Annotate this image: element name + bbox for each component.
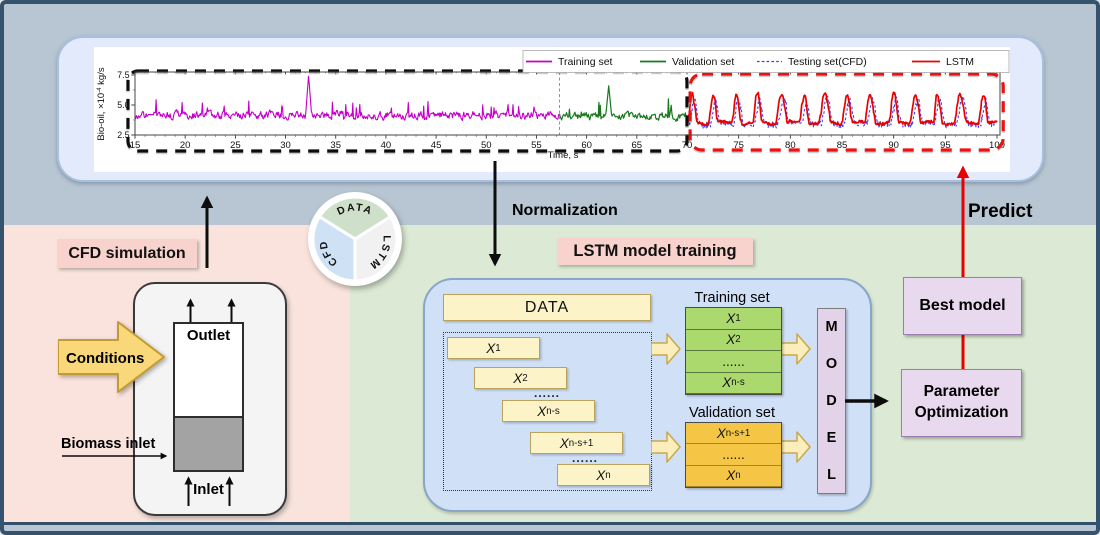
legend-label-lstm: LSTM — [946, 56, 974, 68]
training-row: ...... — [686, 351, 781, 373]
bio-oil-chart: 15 20 25 30 35 40 45 50 55 60 65 70 75 80 85 90 95 1002.5… — [96, 50, 1010, 161]
svg-text:75: 75 — [733, 140, 744, 151]
best-model-label: Best model — [919, 297, 1006, 314]
svg-text:25: 25 — [230, 140, 241, 151]
optimization-label: Optimization — [914, 404, 1009, 421]
biomass-bed — [175, 416, 242, 470]
best-model-box: Best model — [903, 277, 1022, 335]
bottom-divider — [0, 522, 1100, 525]
svg-text:80: 80 — [785, 140, 796, 151]
timeseries-panel: 15 20 25 30 35 40 45 50 55 60 65 70 75 80 85 90 95 100 2.5… — [57, 36, 1044, 182]
timeseries-plot: 15 20 25 30 35 40 45 50 55 60 65 70 75 80 85 90 95 100 2.5… — [94, 47, 1010, 172]
arrow-val-to-model — [781, 431, 811, 463]
model-box: M O D E L — [817, 308, 846, 494]
rosette-sector-cfd — [311, 214, 357, 283]
svg-text:60: 60 — [581, 140, 592, 151]
y-axis-label: Bio-oil, ×10-4 kg/s — [96, 67, 107, 140]
chart-annotation-boxes — [126, 69, 1005, 155]
model-letter: O — [825, 356, 838, 373]
normalization-label: Normalization — [512, 202, 618, 219]
svg-text:50: 50 — [481, 140, 492, 151]
chart-axes: 15 20 25 30 35 40 45 50 55 60 65 70 75 80 85 90 95 1002.5… — [117, 70, 1005, 151]
x-axis-label: Time, s — [548, 150, 579, 161]
rosette-sector-data — [317, 195, 393, 241]
sliding-window-box — [443, 332, 652, 491]
arrow-windows-to-val — [651, 431, 681, 463]
legend-box — [522, 50, 1010, 73]
svg-text:85: 85 — [837, 140, 848, 151]
model-letter: M — [825, 319, 838, 336]
data-cfd-lstm-rosette: DATA CFD LSTM — [308, 192, 402, 286]
arrow-windows-to-train — [651, 333, 681, 365]
svg-text:90: 90 — [888, 140, 899, 151]
svg-text:2.5: 2.5 — [117, 130, 129, 140]
svg-text:15: 15 — [130, 140, 141, 151]
svg-text:100: 100 — [989, 140, 1005, 151]
reactor-column — [173, 322, 244, 472]
inlet-label: Inlet — [193, 481, 224, 498]
outlet-label: Outlet — [186, 327, 231, 344]
svg-text:95: 95 — [940, 140, 951, 151]
legend-label-training: Training set — [558, 56, 613, 68]
svg-text:65: 65 — [632, 140, 643, 151]
predict-label: Predict — [968, 201, 1033, 222]
chart-series — [135, 75, 998, 129]
chart-legend: Training set Validation set Testing set(… — [522, 50, 1010, 73]
data-bar: DATA — [443, 294, 651, 321]
conditions-arrow-shape — [58, 321, 165, 393]
validation-row: ...... — [686, 444, 781, 466]
rosette-sector-lstm — [353, 214, 399, 283]
conditions-arrow: Conditions — [58, 321, 165, 393]
plot-frame — [134, 71, 1001, 136]
legend-label-validation: Validation set — [672, 56, 734, 68]
arrow-train-to-model — [781, 333, 811, 365]
reactor-panel — [133, 282, 287, 516]
biomass-inlet-label: Biomass inlet — [61, 436, 156, 452]
model-letter: L — [827, 466, 836, 483]
svg-text:20: 20 — [180, 140, 191, 151]
model-letter: D — [826, 392, 837, 409]
conditions-label: Conditions — [66, 350, 144, 367]
svg-text:40: 40 — [381, 140, 392, 151]
training-set-label: Training set — [694, 290, 770, 306]
lstm-model-training-tag: LSTM model training — [557, 238, 753, 265]
validation-set-label: Validation set — [689, 405, 775, 421]
model-letter: E — [826, 429, 837, 446]
svg-text:35: 35 — [330, 140, 341, 151]
svg-text:30: 30 — [280, 140, 291, 151]
svg-text:5.0: 5.0 — [117, 100, 129, 110]
legend-label-testing: Testing set(CFD) — [788, 56, 867, 68]
svg-text:45: 45 — [431, 140, 442, 151]
window-ellipsis-2: ...... — [571, 451, 598, 465]
svg-text:7.5: 7.5 — [117, 70, 129, 80]
parameter-optimization-box: Parameter Optimization — [901, 369, 1022, 437]
parameter-label: Parameter — [923, 383, 1000, 401]
svg-text:55: 55 — [531, 140, 542, 151]
window-ellipsis-1: ...... — [533, 386, 560, 400]
cfd-simulation-tag: CFD simulation — [57, 239, 197, 268]
